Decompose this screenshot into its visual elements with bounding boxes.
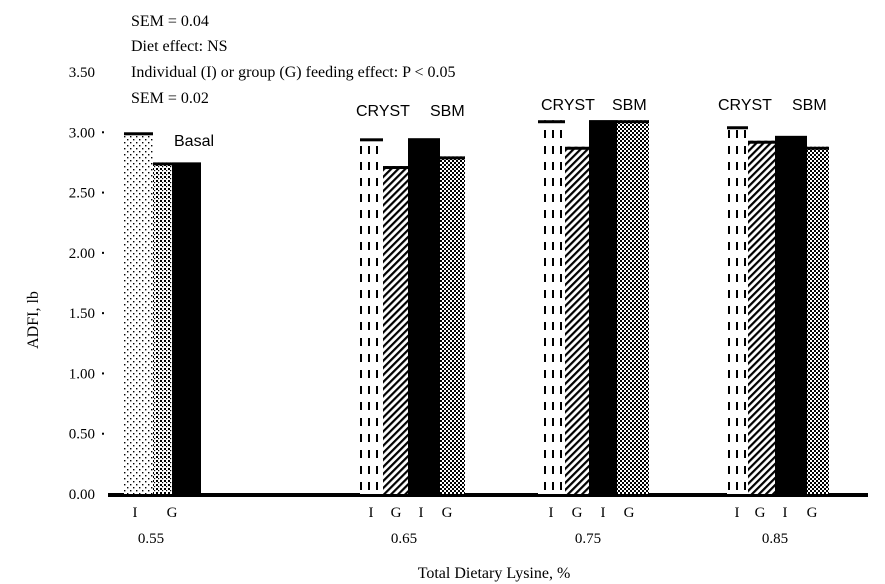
y-tick-mark [102,433,104,435]
feeding-label: G [624,505,635,521]
bar-cap [538,120,565,123]
x-axis-title: Total Dietary Lysine, % [418,565,571,582]
bar-055-i-0 [124,132,153,494]
bar-075-g-1 [565,147,589,494]
bars [124,120,829,494]
bar-075-i-0 [538,120,565,494]
bar-065-g-3 [440,156,465,494]
bar-cap [748,141,775,144]
bar-cap [440,156,465,159]
bar-075-g-3 [617,120,649,494]
feeding-label: I [783,505,788,521]
feeding-label: I [735,505,740,521]
annotation-line: SEM = 0.04 [131,13,209,30]
feeding-label: I [369,505,374,521]
feeding-label: G [755,505,766,521]
bar-085-g-1 [748,141,775,494]
annotation-block: SEM = 0.04 Diet effect: NS Individual (I) … [131,13,455,107]
feeding-label: I [419,505,424,521]
y-tick-label: 1.00 [69,366,95,382]
bar-085-i-0 [727,126,748,494]
bar-085-g-3 [807,147,829,494]
y-tick-label: 2.50 [69,186,95,202]
y-tick-mark [102,192,104,194]
feeding-label: G [572,505,583,521]
bar-085-i-2 [775,136,807,494]
y-tick-label: 1.50 [69,306,95,322]
feeding-label: G [442,505,453,521]
x-category-label: 0.75 [575,531,601,547]
bar-cap [807,147,829,150]
annotation-line: Individual (I) or group (G) feeding effe… [131,64,455,81]
diet-label: SBM [612,97,647,114]
bar-055-x-2 [172,162,201,494]
diet-label: CRYST [718,97,772,114]
y-tick-label: 3.50 [69,65,95,81]
bar-cap [727,126,748,129]
diet-label: SBM [430,103,465,120]
bar-cap [408,138,440,141]
x-category-label: 0.55 [138,531,164,547]
bar-065-i-2 [408,138,440,494]
bar-cap [172,162,201,165]
annotation-line: SEM = 0.02 [131,90,209,107]
y-tick-label: 2.00 [69,246,95,262]
bar-cap [565,147,589,150]
feeding-label: G [807,505,818,521]
x-category-label: 0.65 [391,531,417,547]
y-axis-title: ADFI, lb [25,291,42,349]
feeding-label: G [391,505,402,521]
y-tick-mark [102,131,104,133]
feeding-label: G [167,505,178,521]
feeding-label: I [601,505,606,521]
bar-055-g-1 [153,162,172,494]
diet-label: Basal [174,133,214,150]
y-tick-label: 3.00 [69,125,95,141]
y-tick-label: 0.50 [69,427,95,443]
feeding-label: I [549,505,554,521]
bar-cap [775,136,807,139]
x-category-label: 0.85 [762,531,788,547]
bar-065-i-0 [360,138,383,494]
y-tick-mark [102,312,104,314]
bar-cap [360,138,383,141]
bar-075-i-2 [589,120,617,494]
y-tick-mark [102,372,104,374]
diet-label: CRYST [356,103,410,120]
bar-cap [383,166,408,169]
feeding-label: I [133,505,138,521]
bar-cap [589,120,617,123]
y-tick-mark [102,252,104,254]
diet-label: SBM [792,97,827,114]
bar-cap [124,132,153,135]
annotation-line: Diet effect: NS [131,38,228,55]
y-tick-label: 0.00 [69,487,95,503]
bar-065-g-1 [383,166,408,494]
bar-cap [153,162,172,165]
bar-cap [617,120,649,123]
diet-label: CRYST [541,97,595,114]
